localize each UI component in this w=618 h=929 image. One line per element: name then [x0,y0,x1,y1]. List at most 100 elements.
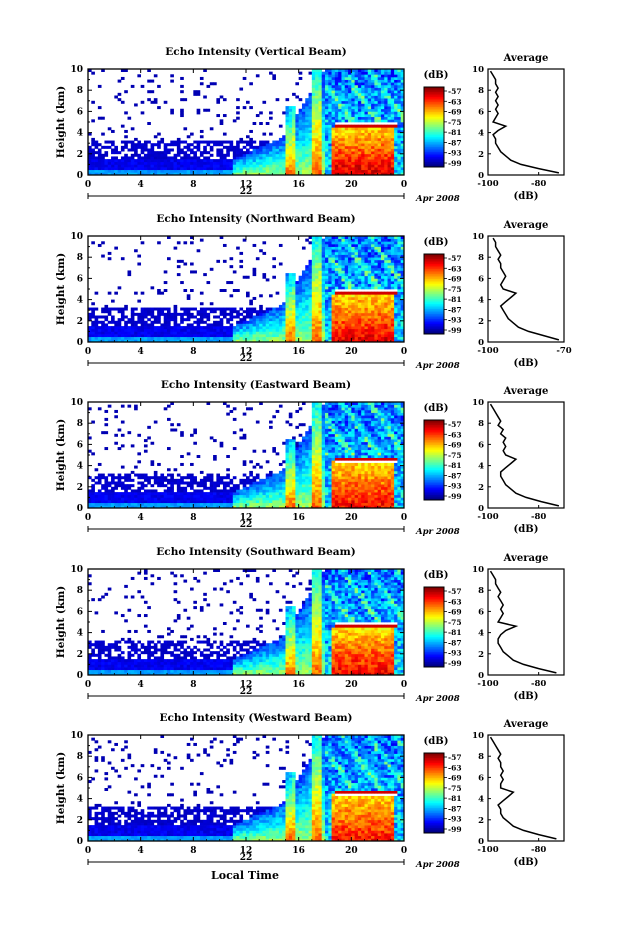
colorbar-swatch [424,87,444,90]
average-x-tick-label: -80 [531,512,546,522]
x-tick-label: 16 [292,347,305,357]
colorbar-swatch [424,809,444,812]
colorbar-swatch [424,299,444,302]
colorbar-swatch [424,315,444,318]
x-tick-label: 8 [190,680,196,690]
colorbar-swatch [424,615,444,618]
colorbar-swatch [424,426,444,429]
y-tick-label: 6 [77,607,83,617]
colorbar-swatch [424,485,444,488]
colorbar-swatch [424,262,444,265]
colorbar-swatch [424,440,444,443]
date-label: Apr 2008 [415,694,460,704]
average-y-tick-label: 0 [478,504,484,514]
average-y-tick-label: 6 [478,274,484,284]
colorbar-swatch [424,307,444,310]
x-tick-label: 0 [401,846,407,856]
colorbar-swatch [424,105,444,108]
colorbar-swatch [424,455,444,458]
y-axis-label: Height (km) [55,586,67,658]
average-y-tick-label: 0 [478,171,484,181]
colorbar-swatch [424,638,444,641]
average-frame [487,68,565,176]
chart-title: Echo Intensity (Eastward Beam) [161,379,351,391]
average-y-tick-label: 10 [472,731,484,741]
colorbar-swatch [424,804,444,807]
colorbar-swatch [424,332,444,335]
average-y-tick-label: 4 [478,629,484,639]
colorbar-swatch [424,643,444,646]
x-tick-label: 0 [85,846,91,856]
colorbar-swatch [424,125,444,128]
average-profile: Average 0 2 4 6 8 10 -100 -80 (dB) [472,719,565,868]
colorbar-swatch [424,662,444,665]
x-tick-label: 0 [401,180,407,190]
colorbar-swatch [424,445,444,448]
colorbar-swatch [424,645,444,648]
colorbar-swatch [424,152,444,155]
y-tick-label: 6 [77,274,83,284]
y-tick-label: 0 [77,504,83,514]
average-profile-line [489,403,560,507]
x-tick-label: 4 [138,347,144,357]
y-tick-label: 2 [77,317,83,327]
y-tick-label: 10 [70,398,83,408]
average-y-tick-label: 10 [472,65,484,75]
colorbar-swatch [424,764,444,767]
day-label: 22 [240,520,253,530]
colorbar-swatch [424,305,444,308]
colorbar: (dB) -57-63 -69-75-81-87 -93-99 [423,570,462,668]
colorbar-swatch [424,142,444,145]
colorbar-swatch [424,595,444,598]
colorbar-swatch [424,148,444,151]
colorbar-swatch [424,821,444,824]
colorbar-swatch [424,446,444,449]
colorbar-swatch [424,769,444,772]
date-label: Apr 2008 [415,527,460,537]
colorbar-swatch [424,496,444,499]
colorbar-swatch [424,829,444,832]
panel-5: Echo Intensity (Westward Beam) 0 2 4 6 8 10 Hei… [55,712,565,870]
colorbar-frame [423,752,445,834]
average-x-tick-label: -70 [556,346,571,356]
average-y-tick-label: 8 [478,752,484,762]
colorbar-swatch [424,133,444,136]
chart-title: Echo Intensity (Southward Beam) [156,546,355,558]
colorbar-swatch [424,107,444,110]
average-profile: Average 0 2 4 6 8 10 -100 -80 (dB) [472,553,565,702]
average-x-tick-label: -80 [531,179,546,189]
average-profile-line [492,237,560,341]
colorbar-tick-label: -99 [448,326,462,335]
y-tick-label: 8 [77,586,83,596]
x-tick-label: 8 [190,846,196,856]
average-y-tick-label: 10 [472,232,484,242]
average-y-tick-label: 4 [478,462,484,472]
colorbar-tick-label: -63 [448,430,462,439]
colorbar-swatch [424,138,444,141]
colorbar: (dB) -57-63 -69-75-81-87 -93-99 [423,70,462,168]
chart-title: Echo Intensity (Vertical Beam) [165,46,346,58]
colorbar-swatch [424,463,444,466]
colorbar-swatch [424,421,444,424]
average-y-tick-label: 0 [478,837,484,847]
average-y-tick-label: 4 [478,296,484,306]
y-tick-label: 4 [77,629,83,639]
average-profile-line [489,736,557,840]
y-tick-label: 4 [77,462,83,472]
colorbar-swatch [424,773,444,776]
chart-title: Echo Intensity (Westward Beam) [159,712,352,724]
colorbar-swatch [424,648,444,651]
colorbar-swatch [424,441,444,444]
colorbar-frame [423,586,445,668]
x-tick-label: 20 [345,680,358,690]
y-tick-label: 2 [77,650,83,660]
y-axis-label: Height (km) [55,86,67,158]
x-tick-label: 4 [138,680,144,690]
colorbar-swatch [424,103,444,106]
colorbar-swatch [424,657,444,660]
colorbar-swatch [424,450,444,453]
colorbar-swatch [424,108,444,111]
average-xlabel: (dB) [514,524,539,535]
colorbar-swatch [424,254,444,257]
colorbar-swatch [424,768,444,771]
